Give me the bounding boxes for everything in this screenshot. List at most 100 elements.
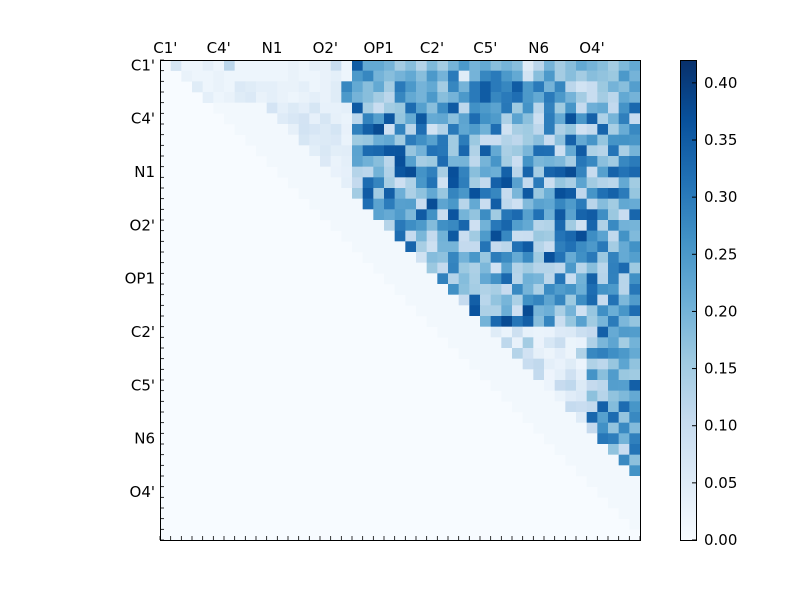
heatmap-cell [490,102,502,114]
heatmap-cell [490,284,502,295]
heatmap-cell [501,273,513,285]
heatmap-cell [266,60,278,71]
heatmap-cell [597,412,609,423]
heatmap-cell [629,358,641,370]
heatmap-ticks [159,59,641,541]
heatmap-cell [597,369,609,381]
heatmap-cell [586,337,598,349]
heatmap-cell [448,134,459,146]
heatmap-cell [565,209,577,221]
heatmap-cell [362,230,374,242]
heatmap-cell [501,305,513,317]
heatmap-cell [394,113,406,125]
heatmap-cell [480,177,491,189]
heatmap-cell [618,433,630,445]
heatmap-cell [448,262,459,274]
heatmap-cell [426,284,438,295]
heatmap-cell [437,209,449,221]
heatmap-cells [160,60,641,540]
heatmap-cell [565,433,577,445]
heatmap-cell [362,198,374,210]
heatmap-cell [298,113,310,125]
heatmap-cell [234,102,246,114]
heatmap-cell [618,70,630,82]
heatmap-cell [256,113,267,125]
heatmap-cell [437,305,449,317]
x-tick-label: O4' [579,39,604,57]
heatmap-cell [394,166,406,178]
heatmap-cell [266,145,278,157]
x-tick-label: C4' [207,39,231,57]
heatmap-cell [330,81,342,93]
heatmap-cell [277,156,289,167]
heatmap-cell [320,177,331,189]
heatmap-cell [576,433,587,445]
heatmap-cell [618,326,630,338]
heatmap-cell [629,252,641,263]
heatmap-cell [458,241,470,253]
heatmap-cell [437,230,449,242]
heatmap-cell [618,166,630,178]
heatmap-cell [448,113,459,125]
heatmap-cell [213,81,225,93]
heatmap-cell [448,92,459,103]
heatmap-cell [554,337,566,349]
heatmap-cell [629,145,641,157]
heatmap-cell [554,348,566,359]
heatmap-cell [352,134,363,146]
heatmap-cell [458,60,470,71]
heatmap-cell [501,294,513,306]
heatmap-cell [234,113,246,125]
heatmap-cell [373,145,385,157]
heatmap-cell [330,220,342,231]
heatmap-cell [202,60,214,71]
heatmap-cell [512,156,523,167]
heatmap-cell [522,230,534,242]
heatmap-cell [405,262,417,274]
heatmap-cell [480,81,491,93]
heatmap-cell [277,81,289,93]
heatmap-cell [522,294,534,306]
x-tick-label: C1' [153,39,177,57]
heatmap-cell [352,102,363,114]
heatmap-cell [533,220,545,231]
heatmap-cell [448,60,459,71]
heatmap-cell [416,230,427,242]
heatmap-cell [458,220,470,231]
heatmap-cell [554,358,566,370]
heatmap-cell [394,92,406,103]
heatmap-cell [512,166,523,178]
heatmap-cell [384,188,395,199]
heatmap-cell [608,497,619,509]
heatmap-cell [373,81,385,93]
heatmap-cell [234,81,246,93]
heatmap-cell [426,198,438,210]
heatmap-cell [469,241,481,253]
heatmap-cell [416,220,427,231]
heatmap-cell [629,92,641,103]
heatmap-cell [362,177,374,189]
colorbar-tick-label: 0.30 [704,188,737,206]
heatmap-cell [533,252,545,263]
heatmap-cell [544,262,555,274]
heatmap-cell [618,422,630,434]
heatmap-cell [608,380,619,391]
heatmap-cell [458,209,470,221]
heatmap-cell [224,70,235,82]
heatmap-cell [522,273,534,285]
heatmap-frame [160,60,641,541]
heatmap-cell [544,198,555,210]
heatmap-cell [629,316,641,327]
heatmap-cell [320,166,331,178]
colorbar-tick-label: 0.10 [704,417,737,435]
heatmap-cell [597,241,609,253]
heatmap-cell [373,262,385,274]
heatmap-cell [458,284,470,295]
heatmap-cell [405,220,417,231]
heatmap-cell [554,412,566,423]
heatmap-cell [490,166,502,178]
heatmap-cell [405,188,417,199]
heatmap-cell [480,198,491,210]
heatmap-cell [341,230,353,242]
heatmap-cell [608,220,619,231]
